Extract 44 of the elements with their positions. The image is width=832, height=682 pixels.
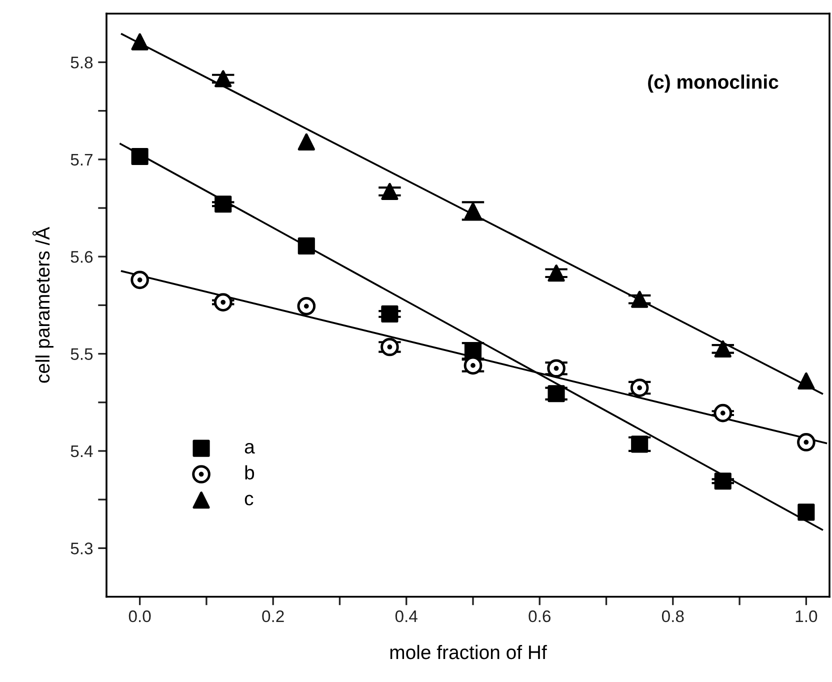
point: [464, 342, 482, 360]
point: [714, 404, 732, 422]
point: [548, 385, 565, 402]
point: [380, 338, 399, 356]
x-tick-label: 0.4: [395, 610, 418, 622]
point: [631, 290, 648, 308]
y-tick-label: 5.6: [70, 251, 93, 263]
point: [131, 33, 148, 50]
legend-label: a: [244, 442, 255, 454]
point: [298, 133, 315, 150]
point: [630, 378, 649, 397]
annotation: (c) monoclinic: [648, 74, 778, 93]
point: [631, 436, 648, 453]
point: [798, 504, 815, 521]
x-tick-label: 0.6: [528, 610, 550, 622]
point: [464, 202, 482, 220]
x-axis-title: mole fraction of Hf: [390, 644, 547, 660]
y-tick-label: 5.4: [70, 446, 93, 458]
point: [797, 433, 816, 452]
point: [298, 237, 315, 254]
y-tick-label: 5.3: [70, 542, 93, 554]
legend-label: b: [245, 465, 254, 480]
point: [798, 372, 815, 390]
y-axis-title: cell parameters /Å: [32, 226, 54, 383]
point: [714, 340, 732, 358]
point: [381, 182, 398, 200]
x-tick-label: 0.2: [262, 610, 284, 622]
y-tick-label: 5.8: [70, 56, 93, 68]
point: [548, 264, 565, 282]
y-tick-label: 5.5: [70, 348, 93, 360]
point: [547, 359, 566, 378]
point: [130, 270, 149, 290]
point: [297, 297, 316, 316]
point: [131, 148, 148, 166]
x-tick-label: 0.8: [662, 610, 684, 622]
point: [714, 472, 732, 490]
point: [214, 196, 232, 213]
point: [214, 293, 232, 312]
point: [214, 70, 232, 88]
x-tick-label: 0.0: [128, 610, 151, 622]
y-tick-label: 5.7: [70, 154, 92, 166]
point: [381, 305, 398, 322]
legend-label: c: [244, 494, 254, 506]
x-tick-label: 1.0: [796, 610, 818, 622]
